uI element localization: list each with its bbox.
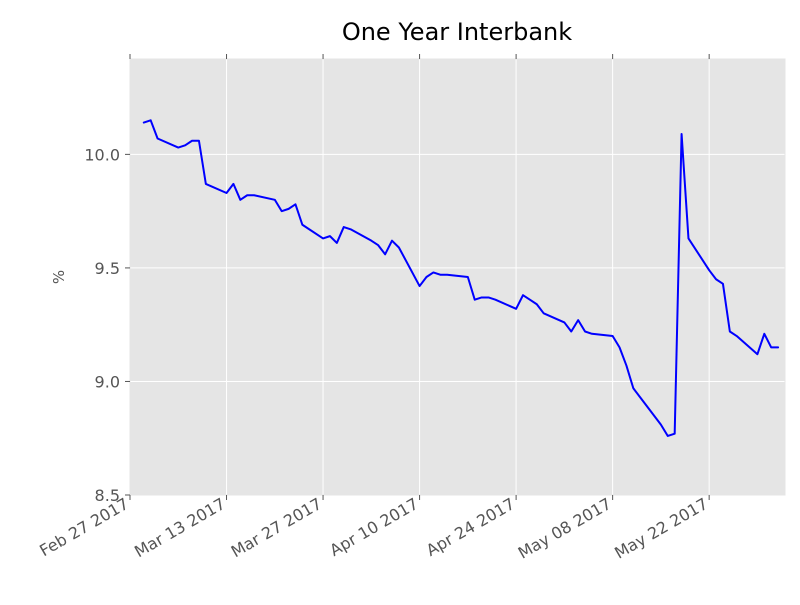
x-tick-label: May 22 2017 — [611, 494, 711, 563]
x-tick-label: Mar 13 2017 — [131, 494, 228, 561]
plot-background — [130, 59, 785, 495]
x-tick-label: Mar 27 2017 — [228, 494, 325, 561]
y-axis: 8.5 9.0 9.5 10.0 — [84, 145, 130, 505]
series-layer — [142, 119, 780, 437]
series-line — [142, 119, 780, 437]
y-tick-label: 8.5 — [95, 486, 120, 505]
plot-frame — [129, 58, 786, 496]
chart-title: One Year Interbank — [342, 18, 572, 46]
x-tick-label: Feb 27 2017 — [36, 494, 132, 560]
x-tick-label: May 08 2017 — [515, 494, 615, 563]
y-tick-label: 10.0 — [84, 145, 120, 164]
y-tick-label: 9.0 — [95, 372, 120, 391]
y-tick-label: 9.5 — [95, 259, 120, 278]
x-tick-label: Apr 10 2017 — [326, 494, 421, 560]
y-axis-label: % — [50, 270, 68, 284]
x-tick-label: Apr 24 2017 — [423, 494, 518, 560]
